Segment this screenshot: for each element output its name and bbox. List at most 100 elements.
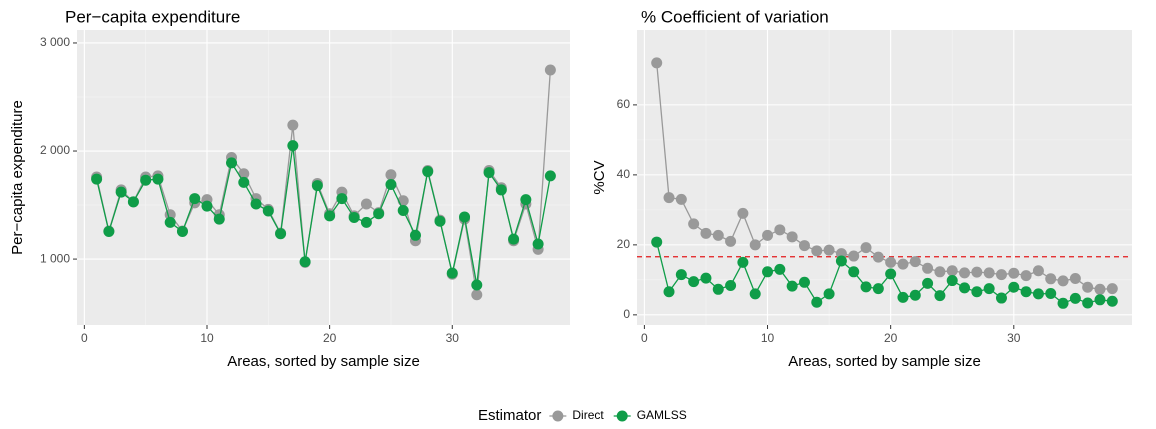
x-tick-label: 0 [81, 331, 88, 345]
point [688, 218, 700, 230]
point [774, 224, 786, 236]
legend-title: Estimator [478, 407, 541, 424]
point [103, 226, 115, 238]
point [872, 251, 884, 263]
point [946, 275, 958, 287]
point [213, 213, 225, 225]
point [238, 168, 250, 180]
point [397, 204, 409, 216]
x-tick-label: 20 [323, 331, 337, 345]
point [909, 289, 921, 301]
point [1020, 270, 1032, 282]
point [1032, 265, 1044, 277]
point [995, 269, 1007, 281]
point [725, 279, 737, 291]
point [324, 210, 336, 222]
y-axis-title: Per−capita expenditure [9, 100, 26, 255]
legend-label: GAMLSS [637, 408, 687, 422]
point [520, 194, 532, 206]
point [385, 169, 397, 181]
point [909, 256, 921, 268]
point [811, 296, 823, 308]
point [959, 267, 971, 279]
point [725, 235, 737, 247]
point [287, 119, 299, 131]
y-tick-label: 0 [623, 307, 630, 321]
point [1094, 283, 1106, 295]
point [348, 211, 360, 223]
point [762, 266, 774, 278]
point [446, 267, 458, 279]
point [495, 184, 507, 196]
point [1045, 288, 1057, 300]
y-tick-label: 20 [617, 237, 631, 251]
point [749, 239, 761, 251]
point [140, 174, 152, 186]
x-tick-label: 30 [446, 331, 460, 345]
point [1020, 286, 1032, 298]
point [786, 231, 798, 243]
point [872, 283, 884, 295]
point [483, 167, 495, 179]
point [1106, 283, 1118, 295]
point [971, 266, 983, 278]
point [700, 227, 712, 239]
x-tick-label: 10 [761, 331, 775, 345]
x-axis-title: Areas, sorted by sample size [788, 353, 981, 370]
point [959, 282, 971, 294]
point [860, 242, 872, 254]
y-tick-label: 2 000 [40, 143, 70, 157]
y-axis-title: %CV [591, 160, 608, 194]
point [762, 229, 774, 241]
point [471, 289, 483, 301]
point [885, 256, 897, 268]
point [651, 57, 663, 69]
point [152, 173, 164, 185]
point [946, 265, 958, 277]
legend: Estimator Direct GAMLSS [478, 407, 687, 424]
legend-label: Direct [572, 408, 604, 422]
point [164, 216, 176, 228]
point [749, 288, 761, 300]
point [226, 157, 238, 169]
point [885, 268, 897, 280]
point [127, 196, 139, 208]
point [737, 207, 749, 219]
y-tick-label: 40 [617, 167, 631, 181]
point [275, 228, 287, 240]
point [688, 276, 700, 288]
point [922, 277, 934, 289]
point [823, 288, 835, 300]
x-tick-label: 0 [641, 331, 648, 345]
point [360, 198, 372, 210]
point [995, 292, 1007, 304]
point [189, 193, 201, 205]
point [848, 250, 860, 262]
point [1082, 281, 1094, 293]
point [971, 286, 983, 298]
point [397, 195, 409, 207]
point [336, 193, 348, 205]
y-tick-label: 1 000 [40, 251, 70, 265]
point [1057, 275, 1069, 287]
point [774, 263, 786, 275]
point [434, 215, 446, 227]
y-tick-label: 60 [617, 97, 631, 111]
point [651, 236, 663, 248]
point [786, 280, 798, 292]
point [409, 229, 421, 241]
point [983, 267, 995, 279]
point [811, 245, 823, 257]
legend-key [552, 410, 564, 422]
point [934, 290, 946, 302]
point [663, 192, 675, 204]
point [1057, 297, 1069, 309]
point [238, 176, 250, 188]
point [299, 256, 311, 268]
point [360, 216, 372, 228]
x-tick-label: 30 [1007, 331, 1021, 345]
point [897, 258, 909, 270]
point [544, 64, 556, 76]
point [1008, 267, 1020, 279]
